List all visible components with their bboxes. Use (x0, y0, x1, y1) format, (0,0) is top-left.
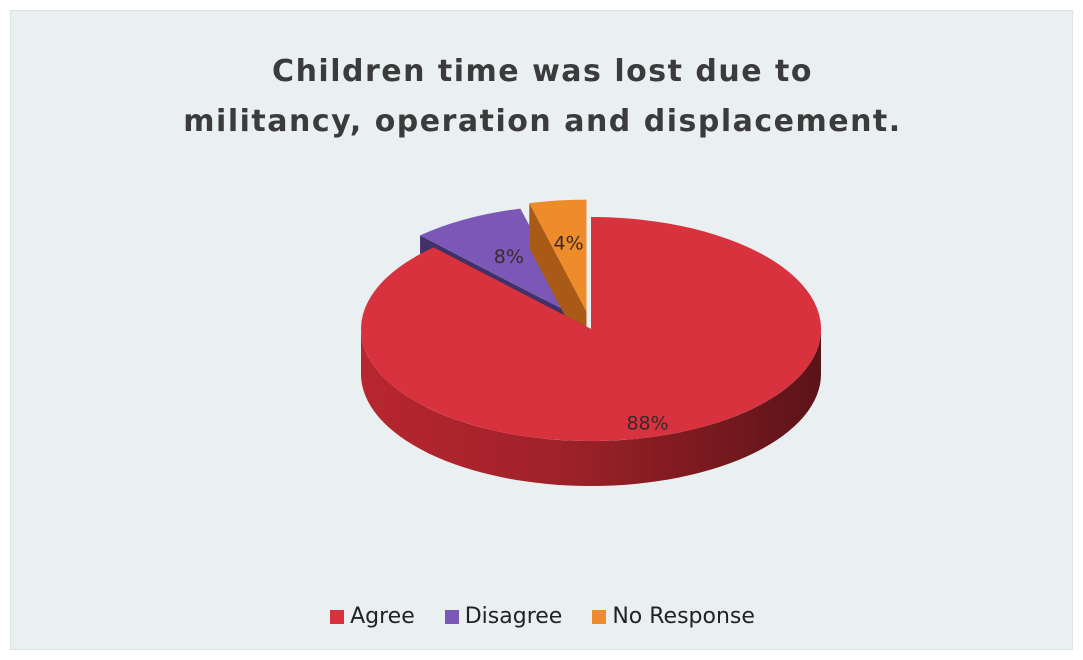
pie-slice-no-response-top (529, 199, 587, 312)
pie-slice-disagree-top (420, 208, 578, 318)
chart-legend: Agree Disagree No Response (11, 604, 1074, 629)
pie-slice-agree-wall (361, 329, 821, 486)
legend-swatch-no-response (592, 609, 607, 624)
chart-title-line-1: Children time was lost due to (272, 54, 813, 89)
pie-chart: 8% 4% 88% (360, 199, 821, 486)
chart-title-line-2: militancy, operation and displacement. (183, 104, 902, 139)
legend-label-no-response: No Response (612, 604, 755, 629)
legend-label-agree: Agree (350, 604, 415, 629)
pie-slice-no-response: 4% (529, 199, 587, 357)
legend-item-disagree: Disagree (444, 604, 563, 629)
chart-title: Children time was lost due to militancy,… (11, 47, 1074, 147)
legend-swatch-disagree (444, 609, 459, 624)
data-label-agree: 88% (626, 412, 668, 434)
pie-slice-agree: 88% (360, 217, 821, 486)
data-label-no-response: 4% (554, 233, 584, 255)
pie-slice-no-response-edge-start (529, 203, 587, 357)
chart-area: Children time was lost due to militancy,… (10, 10, 1073, 650)
legend-swatch-agree (330, 609, 345, 624)
data-label-disagree: 8% (494, 246, 524, 268)
legend-label-disagree: Disagree (464, 604, 563, 629)
legend-item-agree: Agree (330, 604, 415, 629)
legend-item-no-response: No Response (592, 604, 755, 629)
pie-slice-agree-top (360, 217, 821, 441)
